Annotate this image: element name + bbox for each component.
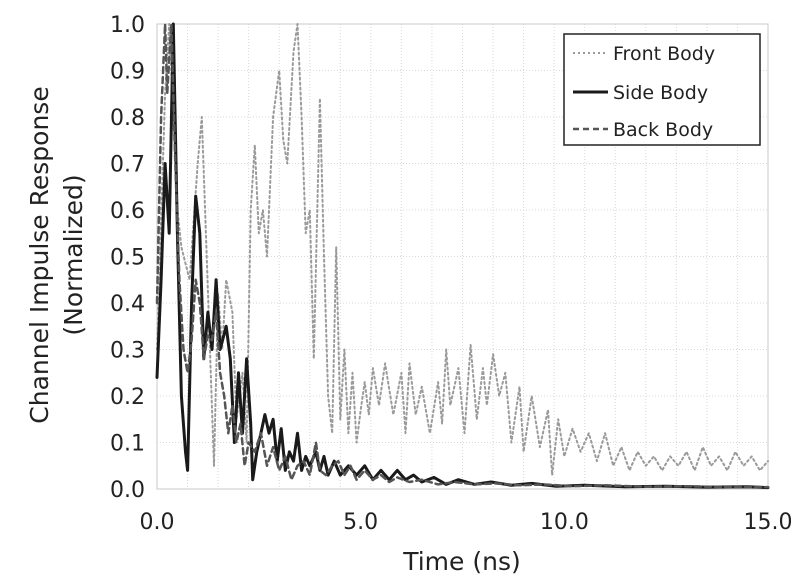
y-tick-label: 0.6 [110,199,145,224]
series-layer [155,22,770,490]
y-tick-label: 0.5 [110,246,145,271]
y-tick-label: 0.7 [110,153,145,178]
x-axis-title: Time (ns) [402,547,521,576]
y-tick-label: 0.0 [110,478,145,503]
legend-label-front-body: Front Body [613,43,715,65]
legend-label-side-body: Side Body [613,82,708,104]
y-axis-ticks: 0.0 0.1 0.2 0.3 0.4 0.5 0.6 0.7 0.8 0.9 1.0 [110,13,145,503]
y-tick-label: 1.0 [110,13,145,38]
series-line-side-body [155,22,770,490]
y-tick-label: 0.4 [110,292,145,317]
y-tick-label: 0.9 [110,60,145,85]
x-tick-label: 15.0 [744,510,793,535]
y-tick-label: 0.1 [110,432,145,457]
y-tick-label: 0.3 [110,339,145,364]
series-line-back-body [155,22,770,489]
x-axis-ticks: 0.0 5.0 10.0 15.0 [140,510,793,535]
series-line-front-body [156,23,769,477]
x-tick-label: 5.0 [343,510,378,535]
legend-label-back-body: Back Body [613,119,713,141]
y-tick-label: 0.2 [110,385,145,410]
y-axis-title-line-2: (Normalized) [59,174,88,335]
y-tick-label: 0.8 [110,106,145,131]
legend: Front Body Side Body Back Body [563,33,761,146]
y-axis-title-line-1: Channel Impulse Response [25,86,54,423]
x-tick-label: 0.0 [140,510,175,535]
legend-box [563,33,761,146]
x-tick-label: 10.0 [540,510,589,535]
